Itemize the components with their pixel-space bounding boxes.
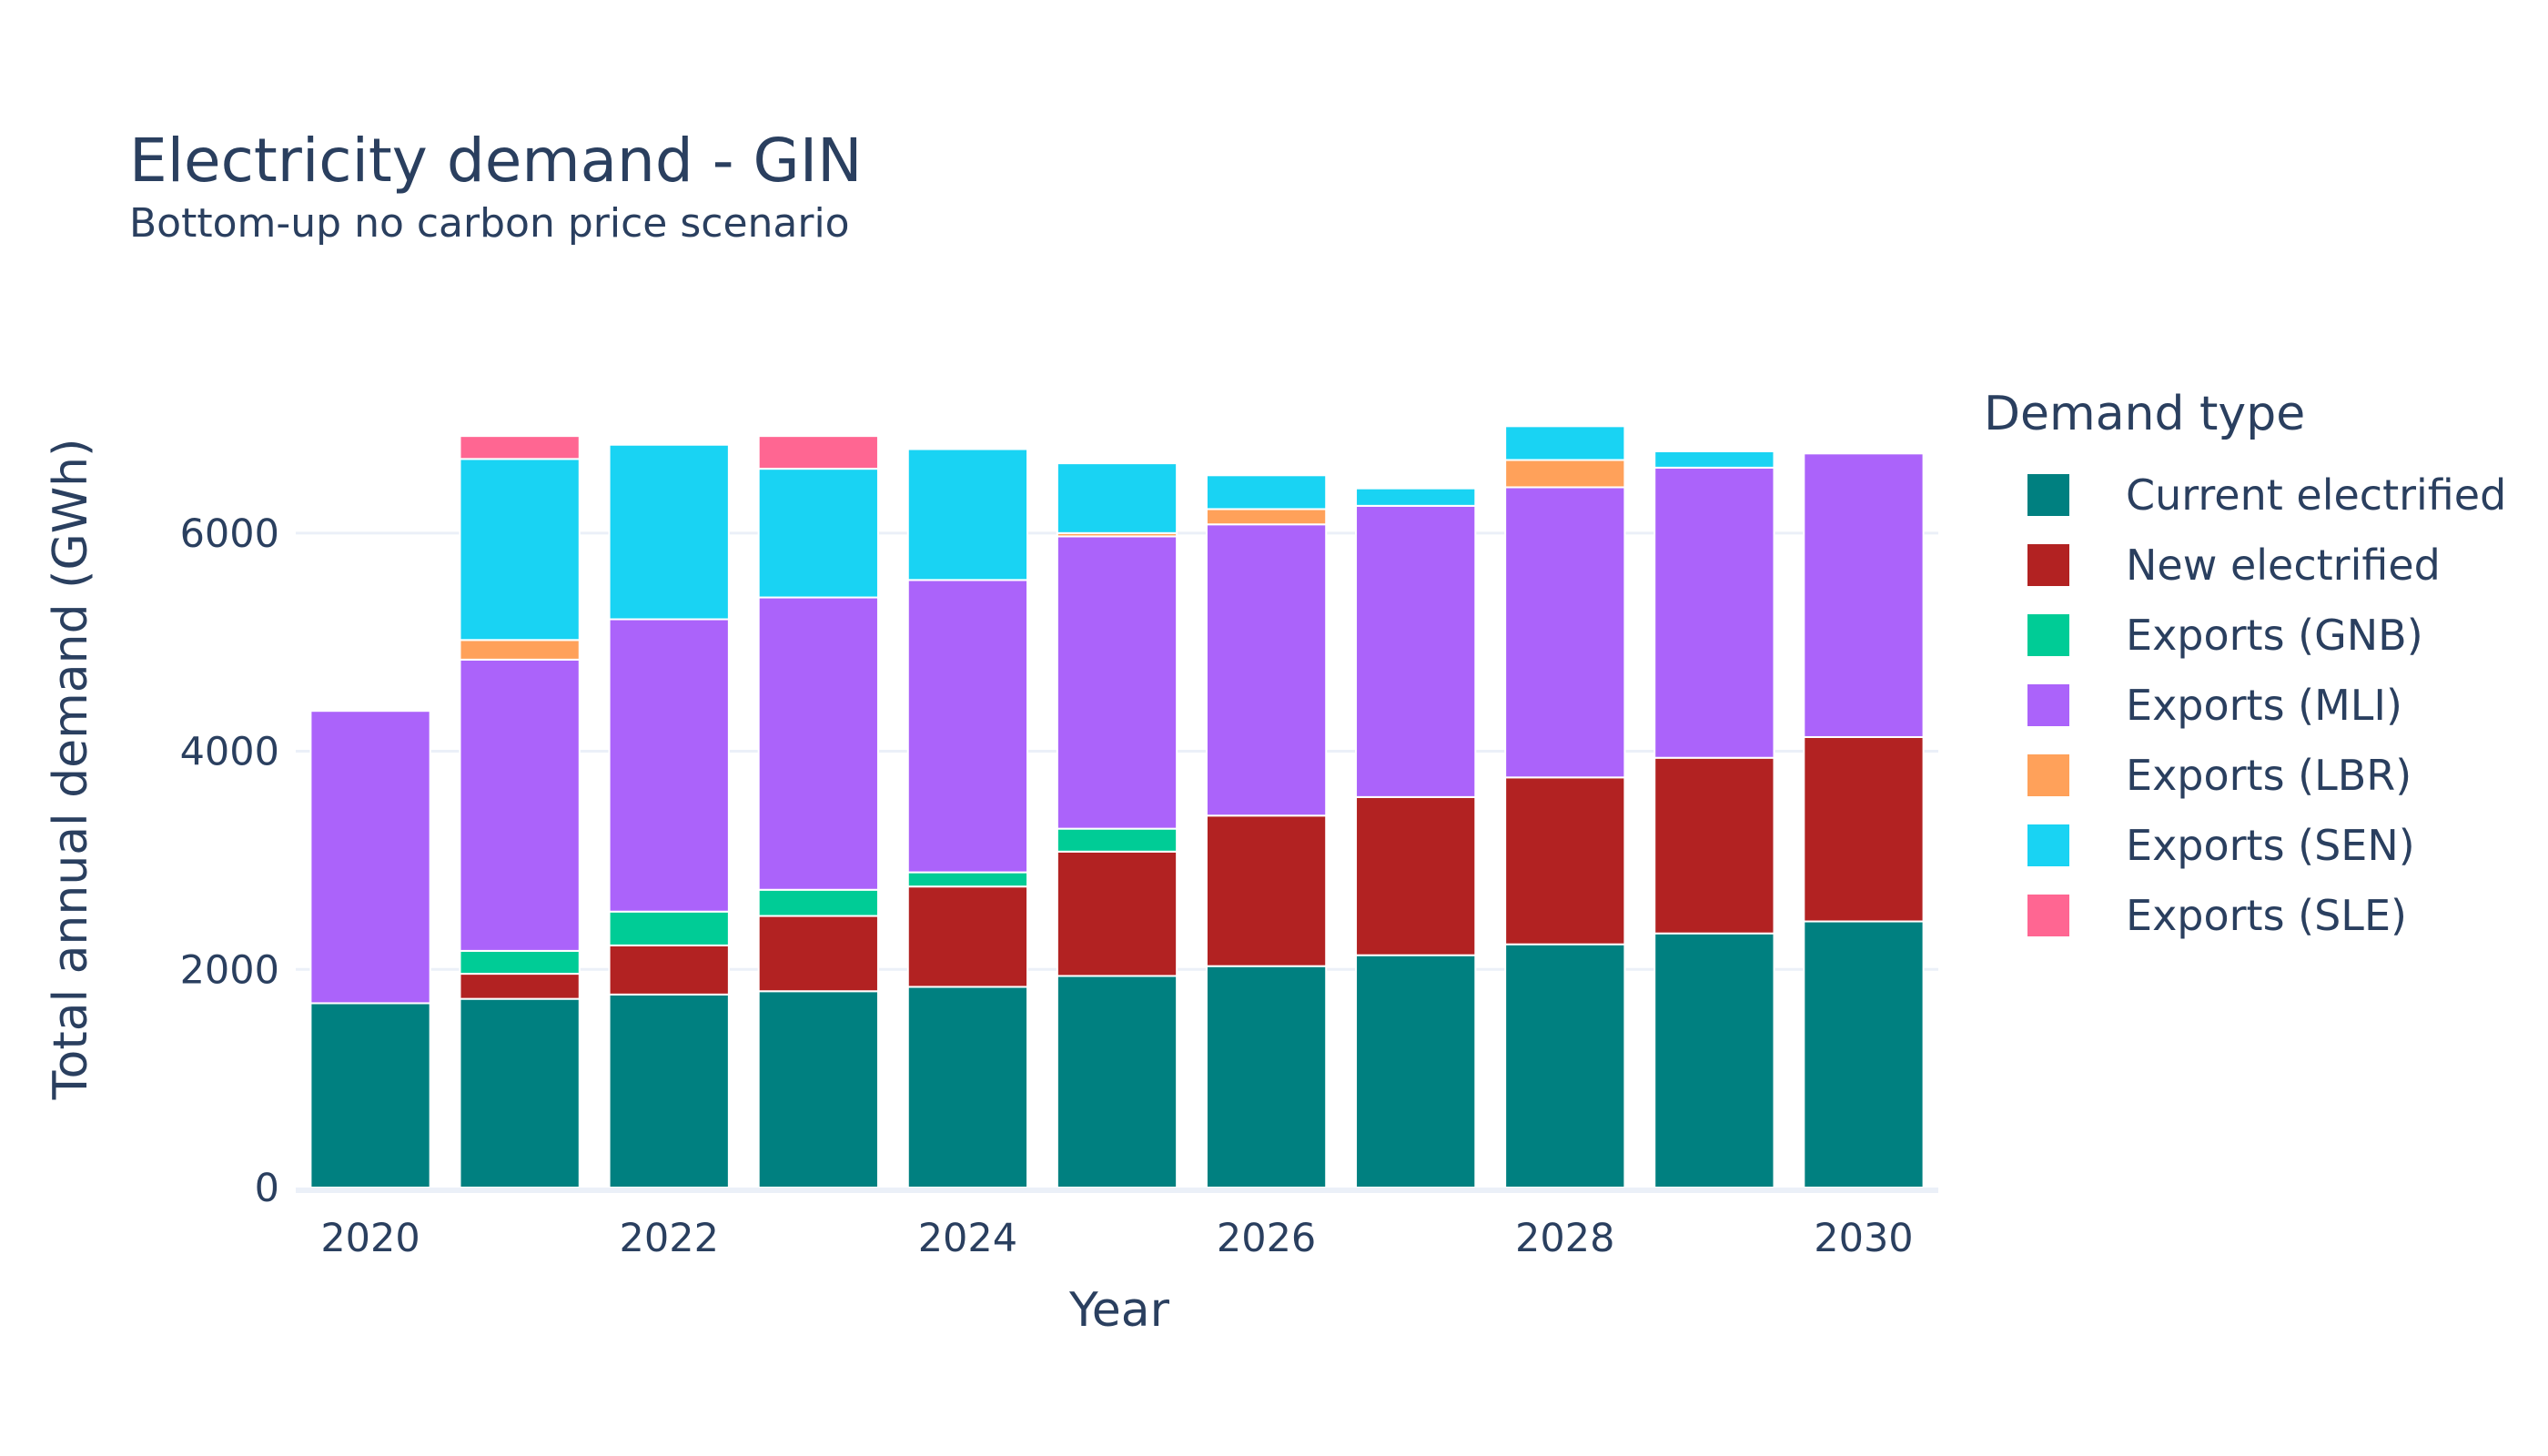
- legend-item[interactable]: Exports (SLE): [1984, 880, 2506, 950]
- bar-segment: [459, 639, 581, 661]
- bar-segment: [459, 458, 581, 642]
- legend-label: Exports (SLE): [2126, 890, 2407, 940]
- bar-segment: [1504, 486, 1626, 779]
- y-tick-label: 4000: [180, 730, 279, 775]
- bar-segment: [459, 435, 581, 460]
- legend-item[interactable]: New electrified: [1984, 530, 2506, 600]
- legend-label: Exports (LBR): [2126, 750, 2412, 800]
- bar-segment: [1056, 975, 1178, 1188]
- bar-segment: [757, 915, 879, 993]
- bar-segment: [1653, 450, 1775, 469]
- y-tick-label: 2000: [180, 947, 279, 993]
- x-tick-label: 2024: [918, 1216, 1017, 1261]
- legend-label: Exports (GNB): [2126, 610, 2423, 660]
- legend-item[interactable]: Exports (SEN): [1984, 810, 2506, 880]
- legend-swatch: [2027, 683, 2069, 726]
- bar-segment: [608, 443, 730, 621]
- bar-segment: [1056, 827, 1178, 853]
- bar-segment: [1056, 850, 1178, 977]
- bar-segment: [1803, 452, 1925, 738]
- bar-segment: [1355, 795, 1477, 956]
- legend-swatch: [2027, 753, 2069, 796]
- bar-segment: [1205, 965, 1328, 1189]
- bar-segment: [1504, 425, 1626, 461]
- bar-segment: [459, 973, 581, 1000]
- legend-label: Exports (SEN): [2126, 820, 2415, 870]
- bar-segment: [906, 986, 1029, 1188]
- y-tick-label: 0: [255, 1166, 279, 1211]
- bar-segment: [608, 993, 730, 1188]
- bar-segment: [757, 990, 879, 1188]
- bar-segment: [1205, 814, 1328, 967]
- bar-segment: [1653, 756, 1775, 935]
- bar-segment: [1056, 535, 1178, 830]
- legend-label: Exports (MLI): [2126, 680, 2402, 730]
- legend-items: Current electrified New electrified Export…: [1984, 460, 2506, 950]
- bar-segment: [1803, 735, 1925, 923]
- bar-segment: [1653, 466, 1775, 759]
- bar-segment: [459, 658, 581, 952]
- legend-title: Demand type: [1984, 387, 2306, 441]
- bar-segment: [1205, 474, 1328, 511]
- bar-segment: [906, 885, 1029, 988]
- x-tick-label: 2030: [1814, 1216, 1913, 1261]
- legend-swatch: [2027, 543, 2069, 586]
- bar-segment: [906, 579, 1029, 874]
- bar-segment: [1504, 776, 1626, 945]
- legend-swatch: [2027, 824, 2069, 866]
- y-tick-label: 6000: [180, 511, 279, 557]
- bar-segment: [757, 888, 879, 917]
- bar-segment: [1355, 504, 1477, 798]
- x-tick-label: 2020: [320, 1216, 420, 1261]
- x-tick-label: 2028: [1515, 1216, 1614, 1261]
- bar-segment: [309, 1002, 431, 1189]
- bar-segment: [309, 710, 431, 1005]
- chart-title: Electricity demand - GIN: [129, 126, 863, 196]
- bar-segment: [1355, 954, 1477, 1188]
- bar-segment: [906, 448, 1029, 581]
- bar-segment: [1205, 523, 1328, 817]
- legend: Demand type Current electrified New elect…: [1984, 387, 2506, 950]
- legend-item[interactable]: Current electrified: [1984, 460, 2506, 530]
- legend-item[interactable]: Exports (LBR): [1984, 740, 2506, 810]
- bar-segment: [1056, 462, 1178, 534]
- legend-swatch: [2027, 473, 2069, 516]
- x-tick-label: 2026: [1217, 1216, 1316, 1261]
- legend-item[interactable]: Exports (GNB): [1984, 600, 2506, 670]
- bar-segment: [1355, 487, 1477, 507]
- bar-segment: [757, 468, 879, 599]
- legend-item[interactable]: Exports (MLI): [1984, 670, 2506, 740]
- bar-segment: [906, 871, 1029, 888]
- bar-segment: [1803, 920, 1925, 1188]
- legend-swatch: [2027, 613, 2069, 656]
- legend-swatch: [2027, 894, 2069, 936]
- bar-segment: [757, 435, 879, 470]
- chart-subtitle: Bottom-up no carbon price scenario: [129, 200, 850, 247]
- bar-segment: [608, 910, 730, 946]
- bar-segment: [459, 997, 581, 1188]
- bar-segment: [1205, 508, 1328, 526]
- bar-segment: [757, 596, 879, 891]
- bar-segment: [1653, 932, 1775, 1189]
- bar-segment: [1504, 459, 1626, 489]
- x-axis-label: Year: [1068, 1283, 1170, 1338]
- bar-segment: [608, 618, 730, 913]
- bar-segment: [459, 949, 581, 976]
- legend-label: New electrified: [2126, 540, 2441, 590]
- x-tick-label: 2022: [620, 1216, 719, 1261]
- bar-segment: [608, 944, 730, 996]
- bar-segment: [1504, 943, 1626, 1188]
- legend-label: Current electrified: [2126, 470, 2507, 520]
